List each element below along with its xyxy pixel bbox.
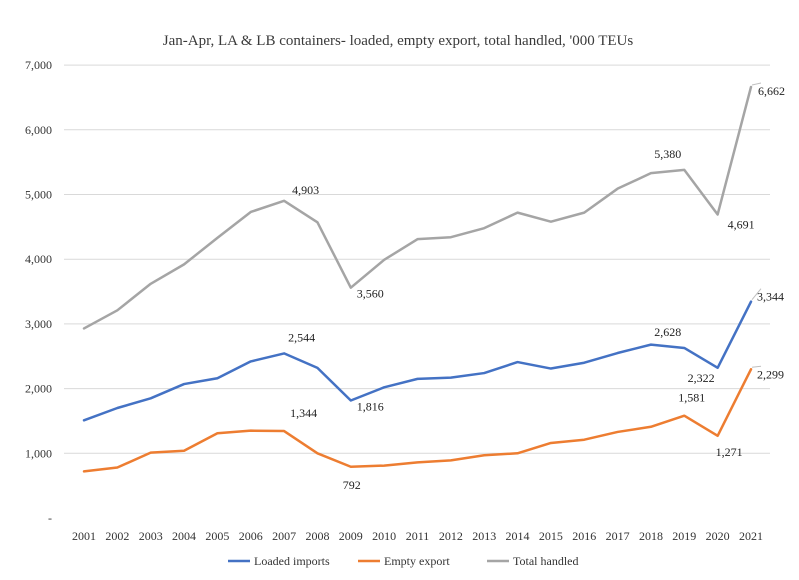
legend-item-label: Total handled (513, 554, 578, 568)
data-label: 1,581 (678, 391, 705, 405)
x-tick-label: 2007 (272, 529, 296, 543)
legend-item-label: Loaded imports (254, 554, 330, 568)
x-tick-label: 2002 (105, 529, 129, 543)
chart-title: Jan-Apr, LA & LB containers- loaded, emp… (163, 33, 634, 49)
y-tick-label: - (48, 511, 52, 525)
x-tick-label: 2021 (739, 529, 763, 543)
label-leader-line (751, 365, 762, 368)
x-tick-label: 2016 (572, 529, 596, 543)
data-label: 3,560 (357, 287, 384, 301)
data-label: 792 (343, 478, 361, 492)
y-tick-label: 6,000 (25, 123, 52, 137)
series-line-total-handled (82, 85, 753, 330)
data-label: 3,344 (757, 290, 784, 304)
data-label: 1,344 (290, 406, 317, 420)
x-tick-label: 2011 (406, 529, 430, 543)
data-label: 4,903 (292, 183, 319, 197)
y-tick-label: 3,000 (25, 317, 52, 331)
y-tick-label: 1,000 (25, 446, 52, 460)
label-leader-line (751, 82, 762, 86)
y-tick-label: 4,000 (25, 252, 52, 266)
series-line-loaded-imports (82, 300, 753, 422)
data-label: 2,544 (288, 330, 315, 344)
y-tick-label: 5,000 (25, 188, 52, 202)
x-tick-label: 2019 (672, 529, 696, 543)
x-tick-label: 2004 (172, 529, 196, 543)
x-tick-label: 2001 (72, 529, 96, 543)
data-label: 2,628 (654, 325, 681, 339)
x-tick-label: 2013 (472, 529, 496, 543)
series-line-empty-export (82, 368, 753, 473)
x-tick-label: 2005 (205, 529, 229, 543)
y-tick-label: 7,000 (25, 58, 52, 72)
data-label: 1,271 (716, 445, 743, 459)
data-label: 2,322 (688, 371, 715, 385)
data-label: 6,662 (758, 84, 785, 98)
x-tick-label: 2006 (239, 529, 263, 543)
label-leader-line (751, 288, 762, 300)
x-tick-label: 2010 (372, 529, 396, 543)
data-label: 1,816 (357, 400, 384, 414)
x-tick-label: 2009 (339, 529, 363, 543)
x-tick-label: 2018 (639, 529, 663, 543)
y-tick-label: 2,000 (25, 382, 52, 396)
data-label: 5,380 (654, 147, 681, 161)
data-label: 2,299 (757, 367, 784, 381)
legend-item-label: Empty export (384, 554, 450, 568)
data-label: 4,691 (728, 217, 755, 231)
x-tick-label: 2017 (606, 529, 630, 543)
x-tick-label: 2020 (706, 529, 730, 543)
x-tick-label: 2015 (539, 529, 563, 543)
x-tick-label: 2003 (139, 529, 163, 543)
x-tick-label: 2008 (305, 529, 329, 543)
x-tick-label: 2012 (439, 529, 463, 543)
x-tick-label: 2014 (506, 529, 530, 543)
